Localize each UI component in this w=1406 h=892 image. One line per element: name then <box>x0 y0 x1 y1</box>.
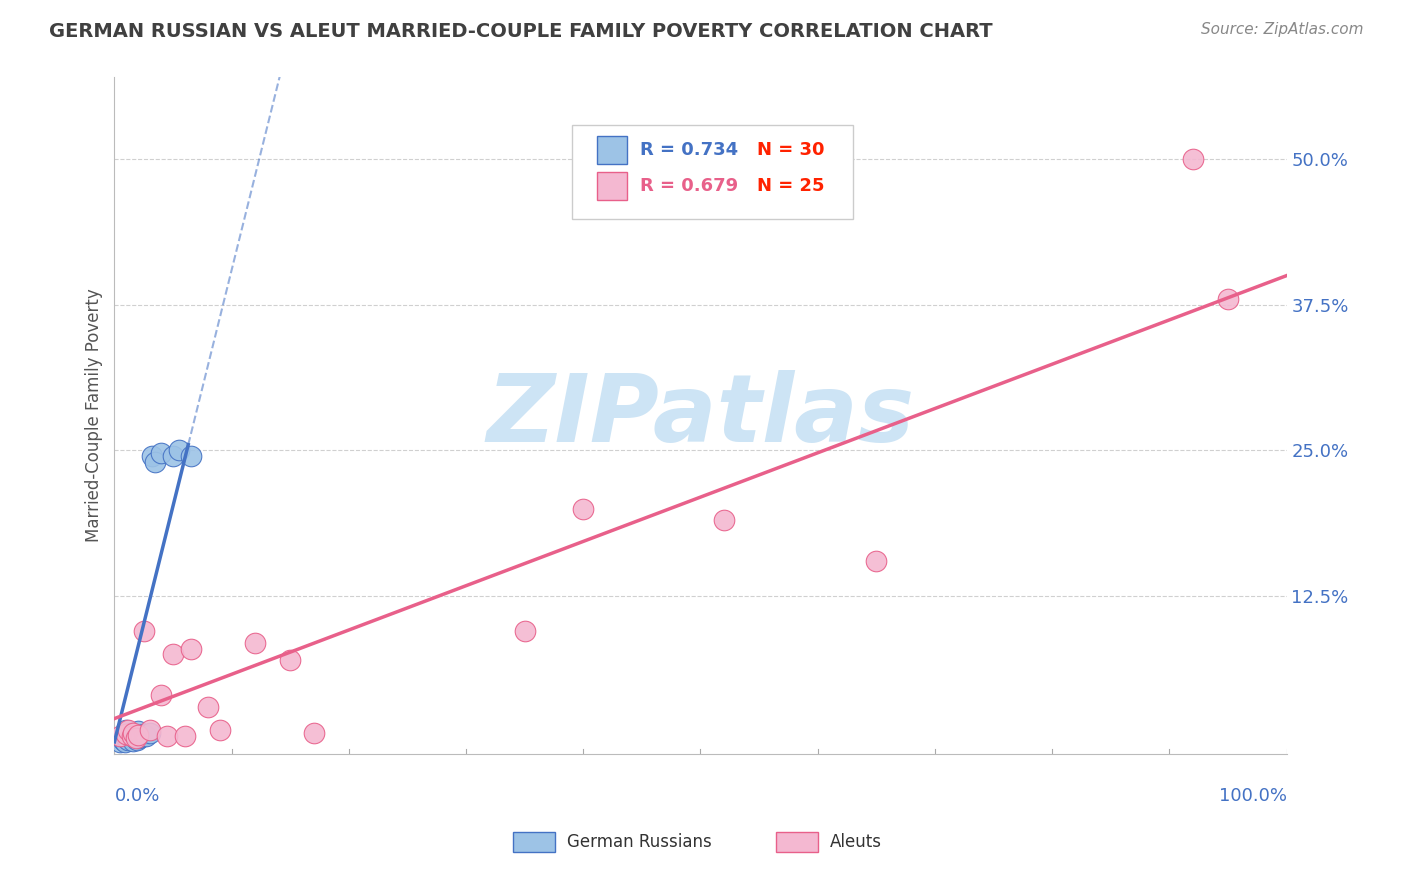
Point <box>162 648 184 662</box>
Text: R = 0.679: R = 0.679 <box>640 178 738 195</box>
Point <box>115 731 138 746</box>
Point <box>208 723 231 738</box>
Point <box>197 700 219 714</box>
Point <box>129 728 152 742</box>
Point <box>117 732 139 747</box>
Point <box>112 729 135 743</box>
Point <box>1181 152 1204 166</box>
Point <box>131 731 153 745</box>
Point <box>513 624 536 639</box>
Point <box>124 731 146 745</box>
Point <box>127 728 149 742</box>
Point <box>114 735 136 749</box>
Point <box>150 446 173 460</box>
Point <box>115 727 138 741</box>
Point <box>120 725 142 739</box>
Point <box>111 732 134 747</box>
Text: 100.0%: 100.0% <box>1219 787 1286 805</box>
Point <box>572 501 595 516</box>
Point <box>122 725 145 739</box>
Text: GERMAN RUSSIAN VS ALEUT MARRIED-COUPLE FAMILY POVERTY CORRELATION CHART: GERMAN RUSSIAN VS ALEUT MARRIED-COUPLE F… <box>49 22 993 41</box>
Point <box>278 653 301 667</box>
Point <box>132 727 155 741</box>
Point <box>141 450 163 464</box>
Point <box>145 455 167 469</box>
Point <box>117 723 139 738</box>
Point <box>150 688 173 702</box>
Point <box>138 723 160 738</box>
Point <box>127 724 149 739</box>
Point <box>110 735 132 749</box>
FancyBboxPatch shape <box>572 125 853 219</box>
Point <box>138 725 160 739</box>
Point <box>243 636 266 650</box>
Text: N = 25: N = 25 <box>756 178 824 195</box>
Text: German Russians: German Russians <box>567 833 711 851</box>
Text: 0.0%: 0.0% <box>114 787 160 805</box>
Point <box>180 450 202 464</box>
Point <box>865 554 887 568</box>
Point <box>1216 292 1239 306</box>
Text: R = 0.734: R = 0.734 <box>640 141 738 159</box>
Point <box>167 443 190 458</box>
Point <box>128 731 150 746</box>
Point <box>121 731 143 746</box>
Point <box>124 731 146 746</box>
Point <box>156 729 179 743</box>
Point <box>118 729 141 743</box>
Text: N = 30: N = 30 <box>756 141 824 159</box>
Point <box>180 641 202 656</box>
Point <box>127 729 149 743</box>
Point <box>125 732 148 747</box>
FancyBboxPatch shape <box>598 172 627 201</box>
Point <box>122 733 145 747</box>
Text: ZIPatlas: ZIPatlas <box>486 369 914 461</box>
Point <box>302 725 325 739</box>
Text: Aleuts: Aleuts <box>830 833 882 851</box>
Point <box>115 727 138 741</box>
FancyBboxPatch shape <box>598 136 627 164</box>
Text: Source: ZipAtlas.com: Source: ZipAtlas.com <box>1201 22 1364 37</box>
Y-axis label: Married-Couple Family Poverty: Married-Couple Family Poverty <box>86 289 103 542</box>
Point <box>162 450 184 464</box>
Point <box>713 513 735 527</box>
Point <box>124 727 146 741</box>
Point <box>121 729 143 743</box>
Point <box>173 729 195 743</box>
Point <box>110 729 132 743</box>
Point <box>135 729 157 743</box>
Point <box>115 723 138 738</box>
Point <box>132 624 155 639</box>
Point <box>121 728 143 742</box>
